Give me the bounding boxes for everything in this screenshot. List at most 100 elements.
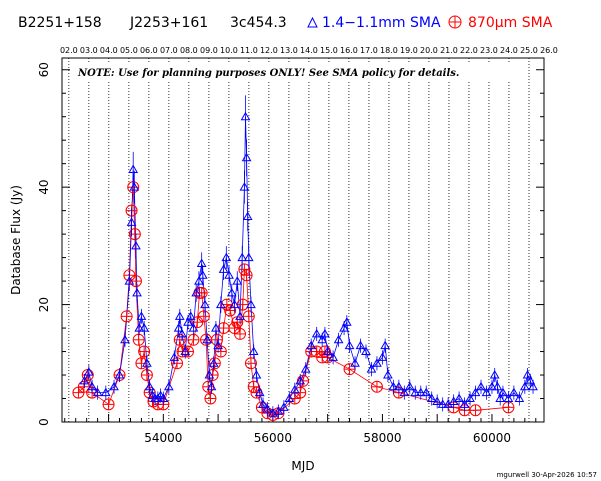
series-1mm-point: [226, 283, 237, 302]
series-1mm-point: [129, 170, 140, 204]
top-year-tick-label: 11.0: [240, 46, 258, 55]
series-1mm-point: [426, 391, 437, 406]
series-1mm-point: [399, 385, 410, 400]
series-870-point: [132, 333, 145, 346]
series-870-point: [129, 275, 142, 288]
series-870-point: [231, 316, 244, 329]
series-1mm-point: [109, 379, 119, 394]
series-1mm-point: [132, 283, 142, 302]
series-1mm-point: [197, 264, 208, 286]
series-1mm-point: [241, 139, 252, 177]
series-1mm-point: [158, 391, 169, 406]
series-1mm-point: [180, 344, 191, 359]
series-1mm-point: [489, 367, 500, 383]
series-870-point: [214, 345, 227, 358]
series-1mm-point: [380, 338, 391, 353]
series-1mm-point: [142, 356, 152, 371]
series-1mm-point: [239, 170, 250, 204]
series-1mm-point: [79, 373, 90, 388]
legend-870-prefix: 870: [468, 15, 495, 31]
series-1mm-point: [344, 338, 355, 353]
series-1mm-point: [459, 397, 470, 412]
top-year-tick-label: 10.0: [220, 46, 238, 55]
series-1mm-point: [185, 308, 196, 324]
series-1mm-point: [206, 379, 217, 394]
y-tick-label: 60: [37, 62, 51, 77]
series-870-line: [78, 187, 509, 416]
series-1mm-point: [218, 258, 229, 281]
series-1mm-point: [306, 338, 317, 353]
series-1mm-point: [251, 367, 262, 383]
series-1mm-point: [355, 338, 366, 353]
series-1mm-point: [200, 296, 210, 313]
series-1mm-point: [191, 283, 202, 302]
series-1mm-point: [262, 402, 273, 417]
x-axis: 54000 56000 58000 60000: [64, 414, 537, 445]
series-1mm-point: [240, 95, 251, 139]
series-1mm-point: [333, 332, 344, 347]
top-year-tick-label: 14.0: [300, 46, 318, 55]
series-1mm-point: [124, 271, 135, 291]
series-1mm-point: [278, 400, 289, 415]
series-1mm-point: [204, 367, 215, 383]
y-axis: 0 20 40 60: [37, 62, 544, 426]
top-year-tick-label: 08.0: [180, 46, 198, 55]
top-year-tick-label: 21.0: [440, 46, 458, 55]
planning-note: NOTE: Use for planning purposes ONLY! Se…: [77, 68, 459, 79]
series-1mm-point: [173, 321, 184, 336]
series-1mm-point: [300, 362, 311, 377]
series-1mm-point: [492, 379, 503, 394]
series-1mm-point: [120, 332, 130, 347]
series-870-point: [217, 322, 230, 335]
top-year-tick-label: 13.0: [280, 46, 298, 55]
source-name-label: B2251+158: [18, 15, 102, 31]
series-1mm-point: [383, 367, 393, 383]
x-tick-label: 54000: [144, 431, 182, 445]
legend-1mm-label: 1.4−1.1mm SMA: [322, 15, 441, 31]
series-1mm-point: [139, 321, 150, 336]
series-870-point: [370, 380, 383, 393]
series-1mm-point: [221, 246, 232, 270]
top-year-tick-label: 12.0: [260, 46, 278, 55]
series-870-point: [173, 333, 186, 346]
series-1mm-point: [350, 356, 360, 371]
series-1mm-point: [372, 356, 382, 371]
top-year-tick-label: 19.0: [400, 46, 418, 55]
series-870-point: [240, 269, 253, 282]
legend-870: 870μm SMA: [448, 15, 553, 31]
top-year-tick-label: 05.0: [120, 46, 138, 55]
series-1mm-point: [410, 385, 421, 400]
series-870-point: [120, 310, 133, 323]
series-1mm-point: [213, 338, 223, 353]
series-870-point: [224, 304, 237, 317]
top-year-tick-label: 16.0: [340, 46, 358, 55]
top-year-tick-label: 25.0: [520, 46, 538, 55]
series-1mm-point: [202, 332, 213, 347]
series-1mm-point: [169, 350, 180, 365]
top-year-tick-label: 04.0: [100, 46, 118, 55]
common-name-label: 3c454.3: [230, 15, 287, 31]
series-1mm-point: [174, 308, 185, 324]
series-870-point: [140, 369, 153, 382]
series-1mm-point: [246, 296, 256, 313]
top-year-tick-label: 23.0: [480, 46, 498, 55]
series-1mm-point: [528, 379, 538, 394]
y-tick-label: 20: [37, 297, 51, 312]
series-1mm-point: [136, 308, 147, 324]
plot-frame: [61, 57, 545, 423]
top-year-tick-label: 06.0: [140, 46, 158, 55]
series-870-point: [195, 286, 208, 299]
x-tick-label: 56000: [254, 431, 292, 445]
series-870-points: [72, 181, 515, 421]
note-background: [74, 64, 524, 80]
series-1mm-point: [87, 379, 97, 394]
top-year-tick-label: 09.0: [200, 46, 218, 55]
series-1mm-point: [328, 350, 338, 365]
series-1mm-points: [79, 95, 538, 421]
series-1mm-point: [404, 379, 415, 394]
top-year-tick-label: 18.0: [380, 46, 398, 55]
series-1mm-point: [258, 397, 268, 412]
series-1mm-point: [289, 382, 300, 397]
top-year-tick-label: 24.0: [500, 46, 518, 55]
series-870-point: [187, 333, 200, 346]
